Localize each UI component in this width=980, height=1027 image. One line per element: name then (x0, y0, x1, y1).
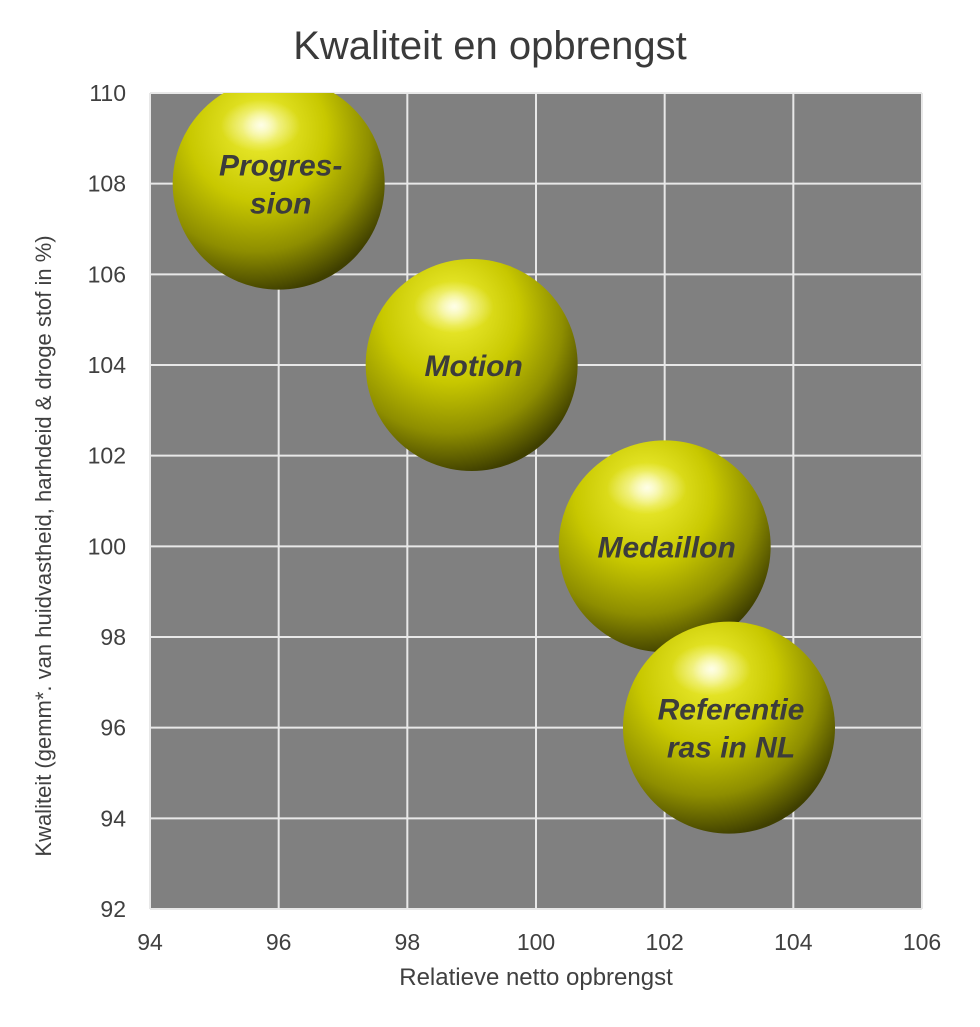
x-axis-label: Relatieve netto opbrengst (399, 964, 673, 991)
x-tick-label: 104 (774, 929, 813, 955)
bubble-highlight (671, 643, 751, 696)
y-tick-label: 102 (88, 443, 126, 469)
x-tick-label: 98 (395, 929, 421, 955)
x-tick-label: 100 (517, 929, 555, 955)
bubble-point (172, 93, 385, 290)
bubble-highlight (413, 281, 494, 333)
x-tick-label: 106 (903, 929, 941, 955)
y-tick-label: 94 (100, 805, 126, 831)
y-tick-label: 104 (88, 352, 127, 378)
bubble-label: Medaillon (597, 531, 735, 564)
bubble-label: Progres-sion (219, 150, 342, 221)
y-tick-label: 96 (100, 715, 126, 741)
bubble-series (172, 93, 835, 834)
y-tick-label: 110 (89, 80, 126, 106)
y-axis-label: Kwaliteit (gemm*. van huidvastheid, harh… (31, 235, 56, 857)
y-tick-label: 108 (88, 171, 126, 197)
bubble-label: Referentie ras in NL (658, 694, 805, 765)
bubble-highlight (220, 99, 301, 152)
x-tick-label: 102 (645, 929, 683, 955)
x-tick-label: 96 (266, 929, 292, 955)
bubble-label: Motion (425, 350, 523, 383)
y-tick-label: 106 (88, 261, 126, 287)
y-tick-label: 92 (100, 896, 126, 922)
y-tick-label: 98 (100, 624, 126, 650)
chart-title: Kwaliteit en opbrengst (293, 24, 687, 68)
y-tick-label: 100 (88, 533, 126, 559)
x-tick-label: 94 (137, 929, 163, 955)
bubble-highlight (606, 462, 687, 515)
